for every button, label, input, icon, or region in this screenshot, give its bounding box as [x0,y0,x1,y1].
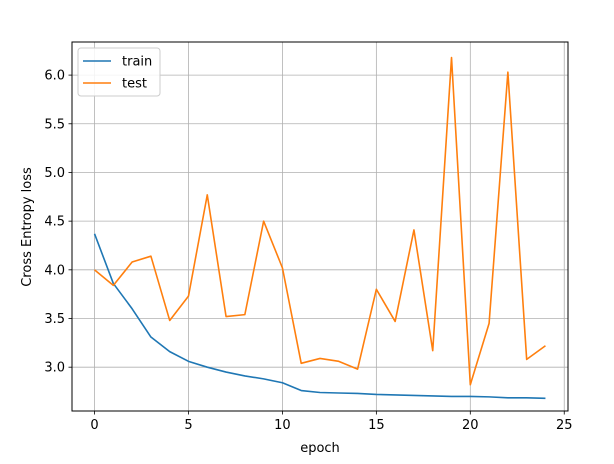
x-tick-label: 0 [90,418,98,433]
x-tick-label: 25 [556,418,573,433]
series-lines [93,56,546,400]
series-line-train [93,233,546,400]
y-tick-label: 5.0 [44,166,65,181]
x-tick-label: 20 [462,418,479,433]
x-axis-label: epoch [300,441,340,456]
series-line-test [94,56,546,386]
x-axis: 0 5 10 15 20 25 [90,411,573,433]
y-tick-label: 5.5 [44,117,65,132]
x-tick-label: 10 [274,418,291,433]
plot-frame [71,41,569,412]
legend-label-test: test [122,77,147,92]
grid-lines [72,42,568,411]
y-tick-label: 3.0 [44,361,65,376]
y-tick-label: 4.0 [44,263,65,278]
x-tick-label: 5 [184,418,192,433]
legend-box [77,47,161,97]
y-tick-label: 3.5 [44,312,65,327]
y-tick-label: 4.5 [44,215,65,230]
legend: train test [77,47,161,97]
y-tick-label: 6.0 [44,69,65,84]
legend-label-train: train [122,55,152,70]
x-tick-label: 15 [368,418,385,433]
y-axis: 3.0 3.5 4.0 4.5 5.0 5.5 6.0 [44,69,72,376]
y-axis-label: Cross Entropy loss [20,167,35,287]
